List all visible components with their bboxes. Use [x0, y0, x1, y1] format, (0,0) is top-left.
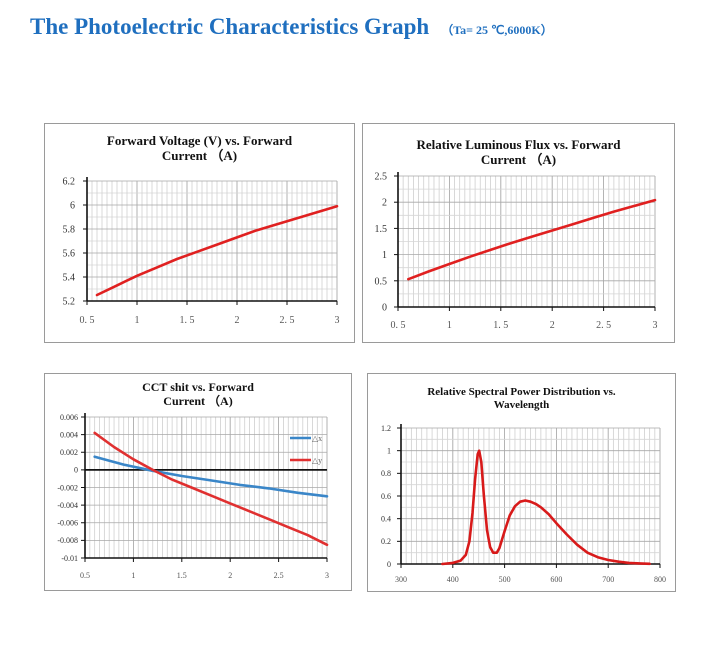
y-tick-label: 0.006 — [60, 413, 78, 422]
x-tick-label: 1.5 — [177, 571, 187, 580]
series-line-s0 — [406, 198, 657, 281]
y-tick-label: 6.2 — [63, 177, 76, 188]
x-tick-label: 3 — [325, 571, 329, 580]
y-tick-label: 0.5 — [375, 276, 388, 287]
spectral-power-plot: 0 0.2 0.4 0.6 0.8 1 1.2 300 400 500 600 700 800 — [381, 424, 666, 584]
y-tick-label: 0.4 — [381, 514, 391, 523]
x-tick-label: 2. 5 — [596, 320, 611, 331]
chart-title-line2: Wavelength — [493, 398, 550, 411]
y-tick-label: 1.2 — [381, 424, 391, 433]
y-tick-label: 6 — [70, 201, 75, 212]
x-tick-label: 0. 5 — [80, 315, 95, 326]
y-tick-label: -0.008 — [57, 536, 78, 545]
y-tick-label: 0.6 — [381, 492, 391, 501]
y-tick-label: -0.01 — [61, 554, 78, 563]
page-title-text: The Photoelectric Characteristics Graph — [30, 14, 430, 39]
gridlines — [397, 175, 656, 308]
y-tick-label: 5.8 — [63, 225, 76, 236]
y-tick-label: 0 — [387, 560, 391, 569]
spectral-power-chart: Relative Spectral Power Distribution vs.… — [367, 373, 676, 592]
luminous-flux-plot: 0 0.5 1 1.5 2 2.5 0. 5 1 1. 5 2 2. 5 3 — [375, 172, 658, 332]
y-tick-label: 1 — [387, 446, 391, 455]
series-line-s0 — [441, 449, 651, 566]
page-conditions: （Ta= 25 ℃,6000K） — [441, 23, 553, 37]
chart-title-line2: Current （A) — [161, 147, 238, 163]
y-tick-label: 1.5 — [375, 224, 388, 235]
x-tick-label: 800 — [654, 575, 666, 584]
chart-title-line1: Forward Voltage (V) vs. Forward — [106, 133, 293, 148]
gridlines — [400, 427, 661, 565]
x-tick-label: 2 — [235, 315, 240, 326]
legend-label: △x — [312, 434, 322, 443]
x-tick-label: 1 — [131, 571, 135, 580]
x-tick-label: 400 — [447, 575, 459, 584]
y-tick-label: 0.004 — [60, 430, 78, 439]
y-tick-label: 0.2 — [381, 537, 391, 546]
series-line-x — [93, 455, 329, 498]
y-tick-label: 1 — [382, 250, 387, 261]
x-tick-label: 3 — [335, 315, 340, 326]
x-tick-label: 2 — [550, 320, 555, 331]
y-tick-label: 5.6 — [63, 249, 76, 260]
x-tick-label: 3 — [653, 320, 658, 331]
y-tick-label: -0.006 — [57, 519, 78, 528]
x-tick-label: 2. 5 — [280, 315, 295, 326]
chart-title-line1: Relative Spectral Power Distribution vs. — [427, 386, 616, 398]
y-tick-label: 5.4 — [63, 273, 76, 284]
chart-title: CCT shit vs. Forward Current （A) — [45, 380, 351, 409]
y-tick-label: 0 — [382, 303, 387, 314]
x-tick-label: 1 — [447, 320, 452, 331]
x-tick-label: 1. 5 — [180, 315, 195, 326]
y-tick-label: 0.8 — [381, 469, 391, 478]
series-line-y — [93, 431, 329, 547]
legend: △x △y — [290, 434, 322, 465]
chart-title-line1: Relative Luminous Flux vs. Forward — [416, 137, 621, 152]
chart-title: Relative Luminous Flux vs. Forward Curre… — [363, 137, 674, 168]
y-tick-label: 0 — [74, 466, 78, 475]
y-tick-label: 0.002 — [60, 448, 78, 457]
cct-shift-chart: CCT shit vs. Forward Current （A) 0.006 0.… — [44, 373, 352, 591]
y-tick-label: -0.004 — [57, 501, 78, 510]
forward-voltage-plot: 5.2 5.4 5.6 5.8 6 6.2 0. 5 1 1. 5 2 2. 5 3 — [63, 177, 340, 327]
y-tick-label: 5.2 — [63, 297, 76, 308]
x-tick-label: 2.5 — [274, 571, 284, 580]
x-tick-label: 700 — [602, 575, 614, 584]
legend-label: △y — [312, 456, 322, 465]
x-tick-label: 1 — [135, 315, 140, 326]
x-tick-label: 2 — [228, 571, 232, 580]
x-tick-label: 500 — [499, 575, 511, 584]
x-tick-label: 300 — [395, 575, 407, 584]
chart-title-line2: Current （A) — [163, 393, 233, 408]
forward-voltage-chart: Forward Voltage (V) vs. Forward Current … — [44, 123, 355, 343]
page-title: The Photoelectric Characteristics Graph （… — [30, 14, 553, 40]
x-tick-label: 0. 5 — [391, 320, 406, 331]
y-tick-label: 2.5 — [375, 172, 388, 183]
chart-title: Relative Spectral Power Distribution vs.… — [368, 386, 675, 411]
y-tick-label: -0.002 — [57, 483, 78, 492]
x-tick-label: 0.5 — [80, 571, 90, 580]
y-tick-label: 2 — [382, 198, 387, 209]
x-tick-label: 1. 5 — [493, 320, 508, 331]
chart-title-line2: Current （A) — [480, 151, 557, 167]
chart-title-line1: CCT shit vs. Forward — [142, 380, 254, 394]
cct-shift-plot: 0.006 0.004 0.002 0 -0.002 -0.004 -0.006 -0.008… — [57, 413, 329, 580]
chart-title: Forward Voltage (V) vs. Forward Current … — [45, 133, 354, 164]
luminous-flux-chart: Relative Luminous Flux vs. Forward Curre… — [362, 123, 675, 343]
series-line-s0 — [95, 204, 339, 297]
x-tick-label: 600 — [550, 575, 562, 584]
